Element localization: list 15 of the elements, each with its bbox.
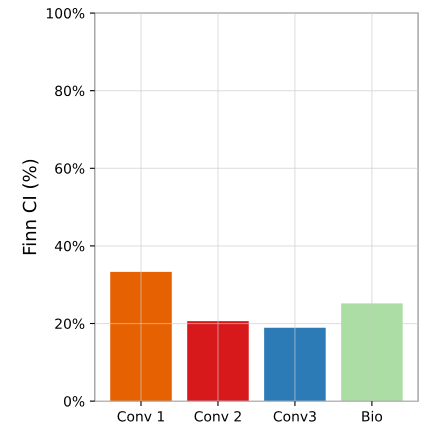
x-tick-label: Bio	[362, 410, 382, 422]
x-tick-label: Conv 1	[118, 411, 164, 422]
y-tick-label: 80%	[55, 86, 84, 96]
y-tick-label: 60%	[55, 163, 84, 174]
y-tick-label: 20%	[55, 318, 84, 329]
y-axis-title: Finn CI (%)	[22, 160, 38, 254]
x-tick-label: Conv 2	[194, 411, 241, 422]
bar	[187, 321, 249, 402]
y-tick-label: 100%	[46, 8, 84, 19]
y-tick-label: 40%	[54, 240, 84, 252]
x-tick-label: Conv3	[274, 411, 316, 422]
bar	[264, 328, 326, 402]
bar	[341, 303, 403, 402]
y-tick-label: 0%	[64, 396, 84, 407]
bar	[110, 272, 172, 402]
